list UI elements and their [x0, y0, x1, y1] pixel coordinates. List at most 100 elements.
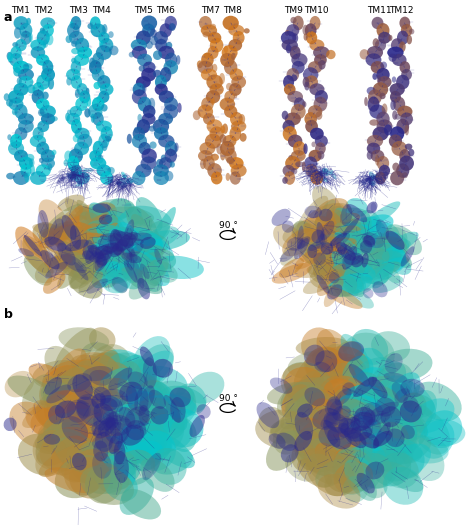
Ellipse shape: [114, 451, 129, 483]
Ellipse shape: [79, 90, 90, 103]
Ellipse shape: [132, 89, 147, 104]
Ellipse shape: [291, 104, 306, 119]
Ellipse shape: [144, 413, 192, 452]
Ellipse shape: [60, 408, 101, 445]
Ellipse shape: [15, 226, 52, 273]
Ellipse shape: [89, 60, 101, 75]
Ellipse shape: [100, 38, 113, 52]
Ellipse shape: [15, 39, 27, 51]
Ellipse shape: [208, 32, 221, 44]
Ellipse shape: [369, 180, 375, 185]
Ellipse shape: [74, 262, 88, 280]
Ellipse shape: [30, 171, 46, 185]
Ellipse shape: [314, 362, 331, 372]
Ellipse shape: [308, 171, 313, 176]
Ellipse shape: [312, 200, 336, 235]
Ellipse shape: [122, 248, 149, 270]
Ellipse shape: [91, 405, 136, 450]
Ellipse shape: [315, 142, 326, 155]
Ellipse shape: [292, 61, 305, 74]
Ellipse shape: [210, 83, 224, 96]
Ellipse shape: [85, 430, 118, 470]
Ellipse shape: [101, 408, 149, 454]
Ellipse shape: [310, 128, 324, 140]
Ellipse shape: [340, 285, 374, 309]
Ellipse shape: [38, 200, 68, 238]
Ellipse shape: [296, 196, 328, 236]
Ellipse shape: [65, 113, 70, 121]
Ellipse shape: [334, 449, 373, 488]
Ellipse shape: [308, 210, 319, 218]
Ellipse shape: [84, 223, 114, 250]
Ellipse shape: [8, 375, 60, 406]
Ellipse shape: [92, 453, 137, 480]
Text: TM11: TM11: [367, 6, 392, 15]
Ellipse shape: [153, 359, 173, 377]
Ellipse shape: [164, 395, 181, 423]
Ellipse shape: [201, 25, 217, 36]
Ellipse shape: [18, 434, 64, 475]
Ellipse shape: [323, 286, 363, 309]
Ellipse shape: [159, 393, 197, 428]
Ellipse shape: [82, 250, 95, 260]
Ellipse shape: [340, 239, 365, 274]
Ellipse shape: [154, 127, 168, 140]
Ellipse shape: [142, 24, 155, 37]
Ellipse shape: [111, 433, 146, 465]
Ellipse shape: [361, 253, 384, 266]
Ellipse shape: [129, 257, 169, 300]
Ellipse shape: [354, 407, 375, 429]
Ellipse shape: [107, 167, 115, 174]
Ellipse shape: [118, 372, 169, 416]
Ellipse shape: [319, 353, 366, 384]
Ellipse shape: [405, 144, 412, 150]
Ellipse shape: [273, 224, 303, 251]
Ellipse shape: [45, 261, 68, 278]
Ellipse shape: [58, 410, 110, 438]
Ellipse shape: [130, 247, 156, 283]
Ellipse shape: [148, 98, 155, 110]
Ellipse shape: [153, 256, 204, 279]
Ellipse shape: [142, 149, 157, 163]
Ellipse shape: [22, 238, 54, 277]
Ellipse shape: [318, 429, 370, 468]
Ellipse shape: [287, 91, 303, 103]
Ellipse shape: [85, 463, 123, 503]
Ellipse shape: [124, 259, 163, 272]
Ellipse shape: [367, 171, 368, 174]
Ellipse shape: [81, 342, 122, 378]
Ellipse shape: [346, 220, 376, 257]
Ellipse shape: [285, 156, 301, 171]
Ellipse shape: [401, 379, 425, 397]
Ellipse shape: [377, 403, 418, 441]
Ellipse shape: [325, 381, 365, 413]
Ellipse shape: [317, 275, 329, 293]
Ellipse shape: [165, 141, 177, 156]
Ellipse shape: [36, 30, 50, 45]
Ellipse shape: [7, 134, 11, 140]
Ellipse shape: [27, 85, 36, 93]
Ellipse shape: [399, 41, 406, 52]
Ellipse shape: [58, 174, 68, 182]
Ellipse shape: [44, 247, 77, 277]
Ellipse shape: [54, 328, 97, 376]
Ellipse shape: [77, 174, 79, 176]
Ellipse shape: [342, 355, 374, 389]
Ellipse shape: [376, 111, 390, 127]
Ellipse shape: [366, 232, 398, 257]
Ellipse shape: [369, 172, 374, 177]
Ellipse shape: [114, 227, 156, 267]
Ellipse shape: [362, 181, 366, 185]
Ellipse shape: [90, 243, 125, 270]
Ellipse shape: [74, 440, 114, 481]
Ellipse shape: [87, 23, 93, 29]
Ellipse shape: [100, 126, 113, 141]
Ellipse shape: [96, 236, 127, 276]
Ellipse shape: [86, 88, 90, 95]
Ellipse shape: [140, 366, 187, 398]
Ellipse shape: [18, 76, 33, 88]
Ellipse shape: [84, 198, 135, 225]
Ellipse shape: [43, 39, 48, 48]
Ellipse shape: [23, 63, 33, 70]
Ellipse shape: [92, 97, 104, 111]
